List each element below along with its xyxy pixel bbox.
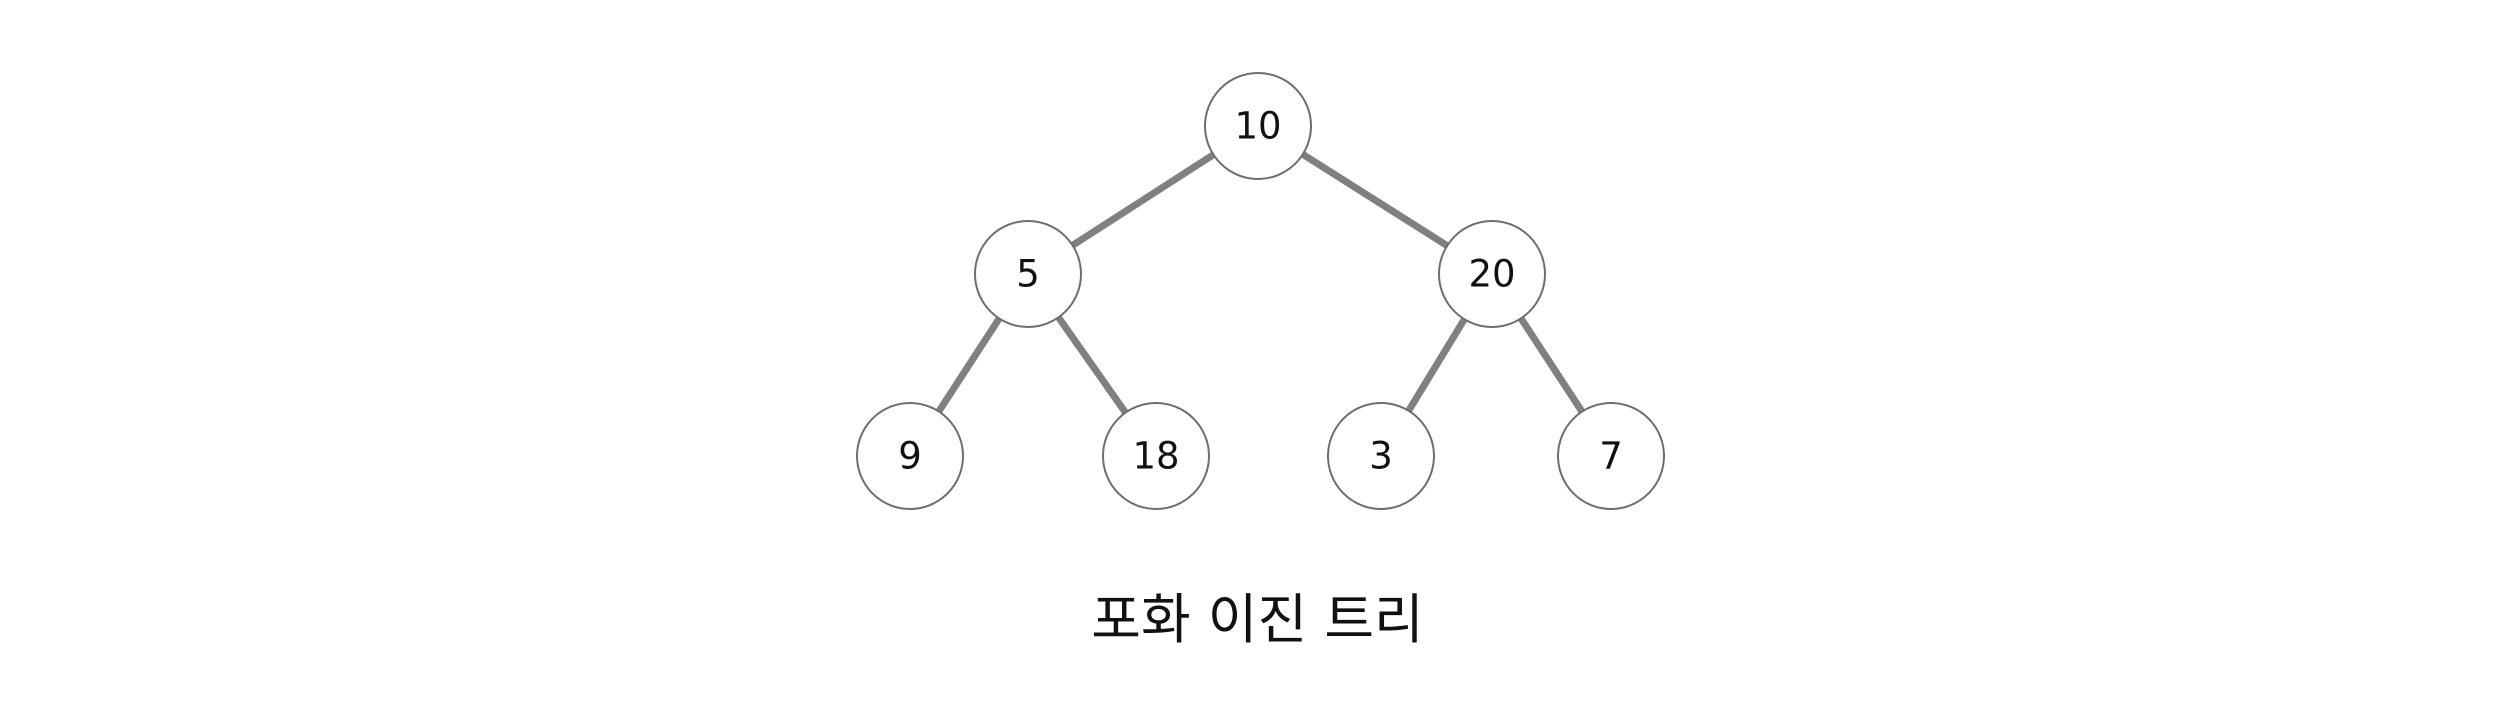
edge-n5-n9 bbox=[935, 316, 1003, 414]
node-circle bbox=[1327, 402, 1435, 510]
tree-node-9: 9 bbox=[856, 402, 964, 510]
node-circle bbox=[974, 220, 1082, 328]
tree-node-18: 18 bbox=[1102, 402, 1210, 510]
diagram-caption: 포화 이진 트리 bbox=[1091, 588, 1424, 651]
edge-n5-n18 bbox=[1055, 315, 1129, 415]
node-label: 20 bbox=[1468, 253, 1515, 296]
node-circle bbox=[1102, 402, 1210, 510]
tree-nodes: 10 5 20 9 18 3 7 bbox=[856, 72, 1665, 510]
node-label: 5 bbox=[1016, 253, 1040, 296]
tree-node-3: 3 bbox=[1327, 402, 1435, 510]
node-label: 10 bbox=[1234, 105, 1281, 148]
edge-n20-n7 bbox=[1518, 316, 1585, 414]
tree-edges bbox=[935, 151, 1585, 415]
edge-n20-n3 bbox=[1405, 317, 1468, 413]
tree-node-10: 10 bbox=[1204, 72, 1312, 180]
tree-node-7: 7 bbox=[1557, 402, 1665, 510]
node-circle bbox=[856, 402, 964, 510]
tree-node-20: 20 bbox=[1438, 220, 1546, 328]
node-circle bbox=[1438, 220, 1546, 328]
node-label: 3 bbox=[1369, 435, 1393, 478]
node-label: 7 bbox=[1599, 435, 1623, 478]
edge-n10-n5 bbox=[1070, 151, 1216, 249]
node-circle bbox=[1557, 402, 1665, 510]
edge-n10-n20 bbox=[1300, 151, 1450, 249]
node-label: 9 bbox=[898, 435, 922, 478]
tree-node-5: 5 bbox=[974, 220, 1082, 328]
node-circle bbox=[1204, 72, 1312, 180]
node-label: 18 bbox=[1132, 435, 1179, 478]
